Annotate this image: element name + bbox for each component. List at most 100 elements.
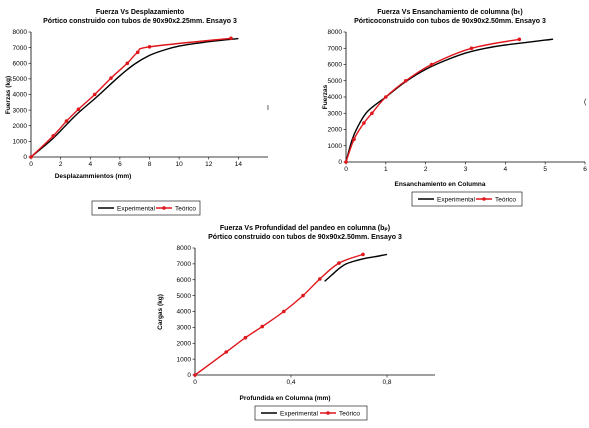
legend-label-experimental: Experimental xyxy=(117,206,155,213)
x-tick-label: 12 xyxy=(205,161,213,168)
series-line-teorico xyxy=(345,38,520,163)
y-tick-label: 4000 xyxy=(328,94,343,101)
legend-label-teorico: Teórico xyxy=(339,411,360,418)
y-tick-label: 3000 xyxy=(328,110,343,117)
data-point-teorico xyxy=(109,76,113,80)
x-axis-label: Desplazammientos (mm) xyxy=(55,173,132,180)
legend-marker-teorico xyxy=(326,411,330,415)
data-point-teorico xyxy=(337,261,341,265)
x-tick-label: 2 xyxy=(59,161,63,168)
y-tick-label: 2000 xyxy=(177,340,192,347)
x-tick-label: 6 xyxy=(118,161,122,168)
y-tick-label: 5000 xyxy=(13,76,28,83)
y-tick-label: 2000 xyxy=(328,127,343,134)
y-axis-label: Cargas (kg) xyxy=(157,294,164,330)
data-point-teorico xyxy=(92,92,97,97)
y-tick-label: 3000 xyxy=(13,107,28,114)
data-point-teorico xyxy=(370,111,374,116)
series-line-teorico xyxy=(194,253,364,376)
y-tick-label: 5000 xyxy=(328,78,343,85)
data-point-teorico xyxy=(318,277,322,281)
data-point-teorico xyxy=(125,61,130,66)
chart-fuerza-desplazamiento: Fuerza Vs Desplazamiento Pórtico constru… xyxy=(0,0,275,220)
legend-box xyxy=(91,200,201,216)
chart-fuerza-ensanchamiento: Fuerza Vs Ensanchamiento de columna (bₜ)… xyxy=(300,0,589,220)
data-point-teorico xyxy=(301,293,305,298)
x-tick-label: 0 xyxy=(29,161,33,168)
data-point-teorico xyxy=(229,36,233,41)
legend-marker-teorico xyxy=(162,206,166,210)
chart-2-svg: Fuerza Vs Ensanchamiento de columna (bₜ)… xyxy=(322,9,588,207)
plot-area: 0 1000 2000 3000 4000 5000 6000 7000 8000 0 2 4 6 8 10… xyxy=(13,29,268,168)
y-axis-label: Fuerzas (kg) xyxy=(5,76,12,114)
y-tick-label: 4000 xyxy=(177,309,192,316)
series-line-teorico xyxy=(30,37,232,158)
data-point-teorico xyxy=(361,252,365,257)
y-axis-label: Fuerzas xyxy=(322,84,329,109)
chart-subtitle: Pórtico construido con tubos de 90x90x2.… xyxy=(208,234,402,241)
x-tick-label: 14 xyxy=(235,161,243,168)
x-tick-label: 5 xyxy=(543,166,547,173)
data-point-teorico xyxy=(344,160,348,164)
y-tick-label: 2000 xyxy=(13,123,28,130)
chart-subtitle: Pórticoconstruido con tubos de 90x90x2.5… xyxy=(354,18,546,25)
data-point-teorico xyxy=(64,119,69,123)
data-point-teorico xyxy=(384,95,388,99)
data-point-teorico xyxy=(147,45,152,49)
plot-area: 0 1000 2000 3000 4000 5000 6000 7000 8000 0 1 2 3 4 5 6 xyxy=(328,29,588,173)
series-line-experimental xyxy=(345,38,554,163)
chart-1-svg: Fuerza Vs Desplazamiento Pórtico constru… xyxy=(5,9,269,216)
data-point-teorico xyxy=(429,62,434,67)
x-tick-label: 0 xyxy=(344,166,348,173)
plot-area: 0 1000 2000 3000 4000 5000 6000 7000 8000 0 0,4 0,8 xyxy=(177,245,435,386)
y-tick-label: 0 xyxy=(23,154,27,161)
y-tick-label: 7000 xyxy=(177,261,192,268)
legend-marker-teorico xyxy=(482,197,486,201)
chart-subtitle: Pórtico construido con tubos de 90x90x2.… xyxy=(43,18,237,25)
y-tick-label: 1000 xyxy=(13,139,28,146)
data-point-teorico xyxy=(224,350,228,354)
y-tick-label: 7000 xyxy=(328,45,343,52)
x-tick-label: 8 xyxy=(148,161,152,168)
legend-box xyxy=(411,191,523,207)
y-tick-label: 3000 xyxy=(177,325,192,332)
chart-3-svg: Fuerza Vs Profundidad del pandeo en colu… xyxy=(157,225,435,421)
series-line-experimental xyxy=(324,253,388,282)
x-tick-label: 3 xyxy=(464,166,468,173)
x-axis-label: Ensanchamiento en Columna xyxy=(394,181,485,188)
x-tick-label: 10 xyxy=(176,161,184,168)
y-tick-label: 4000 xyxy=(13,92,28,99)
x-tick-label: 2 xyxy=(424,166,428,173)
y-tick-label: 6000 xyxy=(328,62,343,69)
legend-box xyxy=(254,405,368,421)
y-tick-label: 1000 xyxy=(328,143,343,150)
y-tick-label: 6000 xyxy=(13,60,28,67)
data-point-teorico xyxy=(352,137,356,142)
data-point-teorico xyxy=(260,324,264,329)
stray-mark: I xyxy=(267,105,269,112)
data-point-teorico xyxy=(517,37,522,42)
y-tick-label: 7000 xyxy=(13,45,28,52)
y-tick-label: 6000 xyxy=(177,277,192,284)
legend-label-experimental: Experimental xyxy=(280,411,318,418)
data-point-teorico xyxy=(193,373,197,377)
x-tick-label: 4 xyxy=(504,166,508,173)
data-point-teorico xyxy=(76,107,81,112)
y-tick-label: 1000 xyxy=(177,356,192,363)
data-point-teorico xyxy=(362,121,366,125)
legend-label-teorico: Teórico xyxy=(495,197,516,204)
x-tick-label: 4 xyxy=(88,161,92,168)
data-point-teorico xyxy=(135,50,140,55)
y-tick-label: 8000 xyxy=(177,245,192,252)
chart-fuerza-profundidad: Fuerza Vs Profundidad del pandeo en colu… xyxy=(150,220,460,428)
x-tick-label: 0 xyxy=(193,379,197,386)
x-tick-label: 0,4 xyxy=(286,379,295,386)
x-tick-label: 1 xyxy=(384,166,388,173)
chart-title: Fuerza Vs Ensanchamiento de columna (bₜ) xyxy=(377,9,522,16)
y-tick-label: 0 xyxy=(338,159,342,166)
stray-mark: ( xyxy=(584,99,587,106)
y-tick-label: 8000 xyxy=(13,29,28,36)
y-tick-label: 8000 xyxy=(328,29,343,36)
x-axis-label: Profundida en Columna (mm) xyxy=(240,395,331,402)
x-tick-label: 6 xyxy=(583,166,587,173)
